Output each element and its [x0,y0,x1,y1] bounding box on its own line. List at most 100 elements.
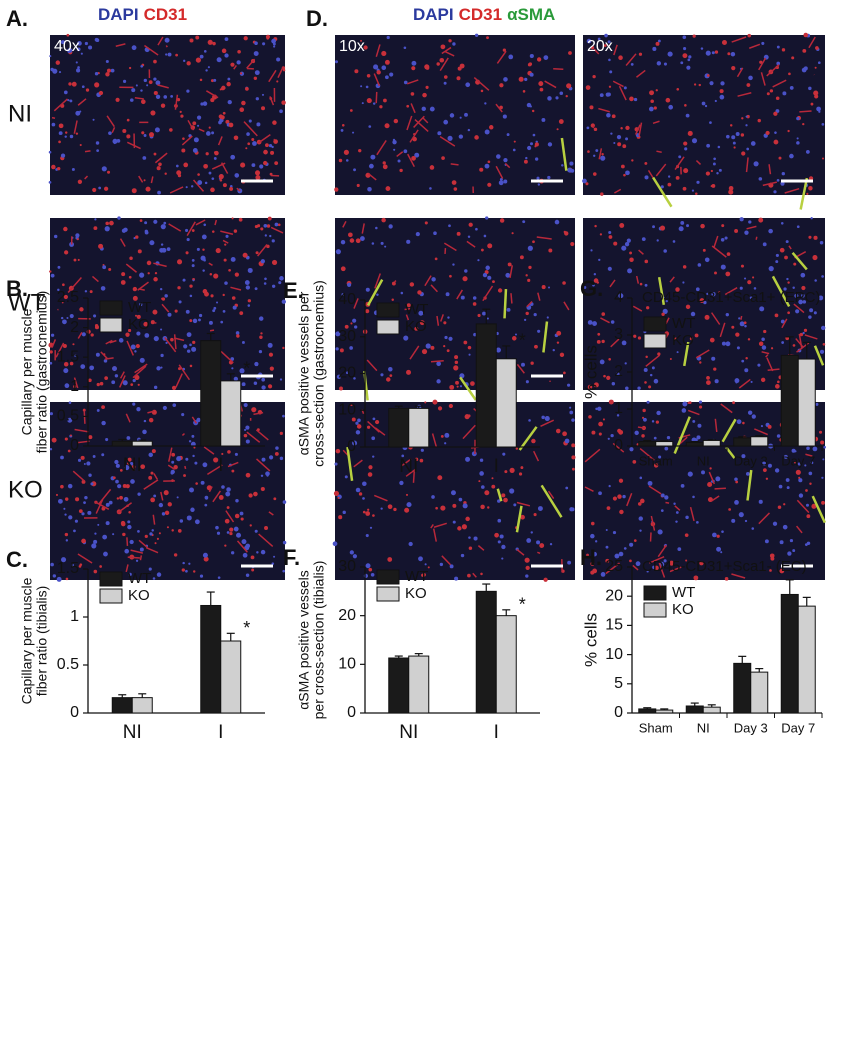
vessel [536,236,552,240]
cell [704,257,710,263]
cell [142,429,147,435]
cell [596,281,600,284]
vessel [367,172,377,181]
cell [547,286,551,289]
cell [652,565,656,570]
cell [388,224,393,229]
cell [116,497,120,500]
vessel [105,339,113,345]
cell [353,377,356,380]
cell [609,70,613,74]
cell [526,538,532,543]
vessel [258,533,274,547]
cell [192,318,198,324]
cell [686,65,691,70]
vessel [125,564,129,573]
x-tick-label: Sham [639,720,673,735]
cell [799,332,804,337]
bar [655,709,674,714]
cell [607,437,610,440]
vessel [625,53,637,67]
cell [399,480,404,486]
cell [62,319,67,325]
cell [191,434,195,438]
cell [269,366,274,371]
cell [598,258,601,262]
sma-vessel [346,446,354,481]
cell [94,532,97,535]
sma-vessel [673,416,691,454]
cell [534,344,538,349]
bar [408,655,430,714]
cell [181,568,185,572]
cell [152,577,156,580]
cell [443,321,447,325]
vessel [439,57,449,72]
cell [675,287,680,292]
cell [629,257,634,262]
cell [128,572,132,577]
cell [64,437,68,441]
cell [115,97,120,102]
cell [279,431,283,436]
cell [103,186,109,191]
vessel [366,359,378,372]
cell [726,252,731,256]
cell [273,45,276,48]
stain-labels: DAPI CD31 αSMA [413,5,555,24]
cell [362,481,367,487]
cell [436,361,441,367]
stain-label: DAPI [413,5,454,24]
cell [747,338,751,341]
legend-swatch [376,586,400,602]
cell [655,420,659,424]
cell [154,127,160,133]
cell [78,509,83,514]
cell [568,51,572,55]
cell [590,533,595,539]
cell [105,59,109,64]
cell [536,176,540,180]
cell [534,145,537,148]
x-tick-label: I [218,722,223,743]
cell [154,272,158,275]
cell [521,362,525,367]
cell [719,89,724,94]
cell [367,186,372,192]
vessel [375,44,381,57]
cell [614,553,620,559]
cell [806,541,811,546]
x-tick-label: NI [697,720,710,735]
cell [696,520,699,524]
vessel [410,103,416,114]
cell [810,217,813,220]
cell [695,287,700,292]
vessel [645,354,661,367]
cell [720,551,723,554]
cell [193,137,199,143]
cell [140,99,146,105]
cell [780,181,785,186]
cell [131,188,137,194]
cell [623,173,626,177]
cell [561,164,564,167]
cell [638,52,643,56]
cell [63,368,69,374]
cell [372,455,375,458]
cell [467,235,471,239]
legend-label: KO [128,316,150,333]
cell [781,48,786,52]
cell [224,37,229,42]
cell [170,95,174,98]
vessel [766,64,780,77]
cell [798,299,803,305]
cell [160,103,166,108]
cell [690,311,696,317]
cell [371,436,376,441]
cell [98,243,104,249]
cell [89,365,95,371]
cell [710,169,713,173]
cell [95,352,100,357]
cell [633,539,637,542]
cell [191,229,195,232]
